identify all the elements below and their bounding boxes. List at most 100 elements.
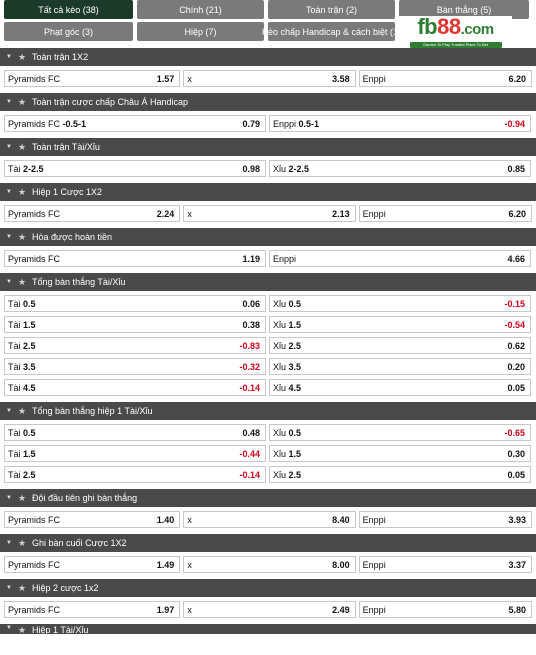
odds-button[interactable]: Enppi 4.66: [269, 250, 531, 267]
selection-label: Tài 0.5: [8, 299, 36, 309]
section-header[interactable]: ▼ ★ Hiệp 1 Tài/Xỉu: [0, 624, 536, 634]
collapse-caret-icon[interactable]: ▼: [6, 495, 12, 501]
odds-button[interactable]: Xỉu 0.5 -0.15: [269, 295, 531, 312]
odds-button[interactable]: Tài 1.5 -0.44: [4, 445, 266, 462]
odds-button[interactable]: x 2.49: [183, 601, 356, 618]
odds-button[interactable]: Enppi 6.20: [358, 70, 533, 87]
favorite-star-icon[interactable]: ★: [17, 492, 27, 503]
handicap-line: -0.5-1: [62, 118, 87, 129]
collapse-caret-icon[interactable]: ▼: [6, 540, 12, 546]
odds-button[interactable]: Tài 0.5 0.06: [4, 295, 266, 312]
odds-row: Pyramids FC -0.5-1 0.79 Enppi 0.5-1 -0.94: [4, 115, 532, 132]
collapse-caret-icon[interactable]: ▼: [6, 234, 12, 240]
odds-button[interactable]: Xỉu 1.5 0.30: [269, 445, 531, 462]
selection-label: Tài 3.5: [8, 362, 36, 372]
odds-button[interactable]: Xỉu 3.5 0.20: [269, 358, 531, 375]
selection-name: Tài: [8, 469, 21, 480]
odds-button[interactable]: Enppi 3.93: [358, 511, 533, 528]
odds-button[interactable]: Pyramids FC 2.24: [4, 205, 181, 222]
odds-button[interactable]: Tài 3.5 -0.32: [4, 358, 266, 375]
market-section: ▼ ★ Hiệp 1 Tài/Xỉu: [0, 624, 536, 634]
tab-all-markets[interactable]: Tất cả kèo (38): [4, 0, 133, 19]
section-header[interactable]: ▼ ★ Ghi bàn cuối Cược 1X2: [0, 534, 536, 552]
tab-corners[interactable]: Phạt góc (3): [4, 22, 133, 41]
collapse-caret-icon[interactable]: ▼: [6, 625, 12, 631]
odds-button[interactable]: Xỉu 4.5 0.05: [269, 379, 531, 396]
section-header[interactable]: ▼ ★ Tổng bàn thắng Tài/Xỉu: [0, 273, 536, 291]
collapse-caret-icon[interactable]: ▼: [6, 99, 12, 105]
selection-name: Enppi: [273, 253, 297, 264]
tab-handicap[interactable]: Kèo chấp Handicap & cách biệt (1): [262, 22, 401, 41]
odds-button[interactable]: Tài 2.5 -0.83: [4, 337, 266, 354]
section-header[interactable]: ▼ ★ Hiệp 2 cược 1x2: [0, 579, 536, 597]
collapse-caret-icon[interactable]: ▼: [6, 279, 12, 285]
odds-button[interactable]: Tài 2.5 -0.14: [4, 466, 266, 483]
odds-button[interactable]: Pyramids FC 1.19: [4, 250, 266, 267]
odds-button[interactable]: Pyramids FC 1.57: [4, 70, 181, 87]
odds-value: 0.05: [507, 382, 525, 393]
favorite-star-icon[interactable]: ★: [17, 186, 27, 197]
odds-button[interactable]: Xỉu 2-2.5 0.85: [269, 160, 531, 177]
handicap-line: 2.5: [23, 340, 36, 351]
section-header[interactable]: ▼ ★ Đội đầu tiên ghi bàn thắng: [0, 489, 536, 507]
collapse-caret-icon[interactable]: ▼: [6, 408, 12, 414]
odds-button[interactable]: Xỉu 0.5 -0.65: [269, 424, 531, 441]
section-header[interactable]: ▼ ★ Hòa được hoàn tiền: [0, 228, 536, 246]
section-header[interactable]: ▼ ★ Tổng bàn thắng hiệp 1 Tài/Xỉu: [0, 402, 536, 420]
collapse-caret-icon[interactable]: ▼: [6, 189, 12, 195]
odds-button[interactable]: Xỉu 2.5 0.62: [269, 337, 531, 354]
odds-button[interactable]: Tài 0.5 0.48: [4, 424, 266, 441]
handicap-line: 1.5: [288, 319, 302, 330]
section-header[interactable]: ▼ ★ Toàn trận 1X2: [0, 48, 536, 66]
favorite-star-icon[interactable]: ★: [17, 141, 27, 152]
selection-name: Tài: [8, 361, 21, 372]
tab-full-match[interactable]: Toàn trận (2): [268, 0, 395, 19]
odds-button[interactable]: x 8.00: [183, 556, 356, 573]
favorite-star-icon[interactable]: ★: [17, 276, 27, 287]
tab-main[interactable]: Chính (21): [137, 0, 264, 19]
odds-button[interactable]: Enppi 3.37: [358, 556, 533, 573]
favorite-star-icon[interactable]: ★: [17, 96, 27, 107]
odds-button[interactable]: Enppi 0.5-1 -0.94: [269, 115, 531, 132]
tab-halves[interactable]: Hiệp (7): [137, 22, 264, 41]
section-header[interactable]: ▼ ★ Hiệp 1 Cược 1X2: [0, 183, 536, 201]
favorite-star-icon[interactable]: ★: [17, 625, 27, 634]
odds-button[interactable]: Pyramids FC 1.40: [4, 511, 181, 528]
selection-label: Enppi: [273, 254, 296, 264]
odds-button[interactable]: Xỉu 1.5 -0.54: [269, 316, 531, 333]
tab-goals[interactable]: Bàn thắng (5): [399, 0, 529, 19]
favorite-star-icon[interactable]: ★: [17, 537, 27, 548]
odds-button[interactable]: Enppi 5.80: [358, 601, 533, 618]
section-header[interactable]: ▼ ★ Toàn trận cược chấp Châu Á Handicap: [0, 93, 536, 111]
favorite-star-icon[interactable]: ★: [17, 582, 27, 593]
selection-label: Enppi 0.5-1: [273, 119, 319, 129]
selection-label: x: [187, 74, 192, 84]
odds-value: 2.49: [332, 604, 350, 615]
collapse-caret-icon[interactable]: ▼: [6, 585, 12, 591]
odds-value: -0.14: [239, 382, 260, 393]
odds-value: 1.49: [156, 559, 175, 570]
favorite-star-icon[interactable]: ★: [17, 231, 27, 242]
selection-name: x: [187, 514, 192, 525]
odds-button[interactable]: Tài 4.5 -0.14: [4, 379, 266, 396]
odds-button[interactable]: x 2.13: [183, 205, 356, 222]
odds-button[interactable]: x 8.40: [183, 511, 356, 528]
odds-row: Tài 0.5 0.06 Xỉu 0.5 -0.15: [4, 295, 532, 312]
odds-button[interactable]: Tài 1.5 0.38: [4, 316, 266, 333]
section-header[interactable]: ▼ ★ Toàn trận Tài/Xỉu: [0, 138, 536, 156]
favorite-star-icon[interactable]: ★: [17, 405, 27, 416]
odds-button[interactable]: Enppi 6.20: [358, 205, 533, 222]
collapse-caret-icon[interactable]: ▼: [6, 54, 12, 60]
odds-button[interactable]: Xỉu 2.5 0.05: [269, 466, 531, 483]
odds-button[interactable]: Pyramids FC 1.49: [4, 556, 181, 573]
odds-button[interactable]: Pyramids FC -0.5-1 0.79: [4, 115, 266, 132]
collapse-caret-icon[interactable]: ▼: [6, 144, 12, 150]
odds-button[interactable]: Tài 2-2.5 0.98: [4, 160, 266, 177]
odds-button[interactable]: Pyramids FC 1.97: [4, 601, 181, 618]
favorite-star-icon[interactable]: ★: [17, 51, 27, 62]
market-section: ▼ ★ Ghi bàn cuối Cược 1X2 Pyramids FC 1.49 x 8…: [0, 534, 536, 579]
odds-button[interactable]: x 3.58: [183, 70, 356, 87]
odds-row: Pyramids FC 1.40 x 8.40 Enppi 3.93: [4, 511, 533, 528]
odds-row: Pyramids FC 1.57 x 3.58 Enppi 6.20: [4, 70, 533, 87]
handicap-line: 2-2.5: [288, 163, 310, 174]
